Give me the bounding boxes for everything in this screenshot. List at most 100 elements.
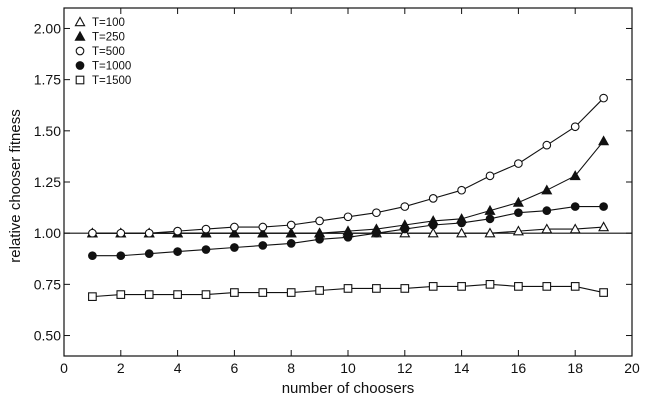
series-t-1500: [88, 280, 608, 301]
data-point: [569, 170, 581, 181]
data-point: [258, 288, 268, 297]
data-point: [514, 208, 523, 218]
data-point: [542, 140, 552, 150]
legend-label: T=500: [92, 46, 125, 58]
data-point: [144, 228, 154, 238]
data-point: [343, 232, 353, 242]
data-point: [570, 282, 580, 291]
x-tick-label: 14: [454, 360, 470, 376]
data-point: [144, 290, 154, 299]
data-point: [484, 227, 496, 238]
y-tick-label: 2.00: [34, 20, 61, 36]
data-point: [315, 234, 324, 244]
data-point: [257, 227, 269, 238]
y-tick-label: 1.00: [34, 225, 61, 241]
data-point: [514, 282, 523, 291]
y-tick-label: 1.75: [34, 72, 61, 88]
data-point: [173, 290, 182, 299]
data-point: [116, 228, 126, 238]
data-point: [427, 227, 439, 238]
y-axis-title: relative chooser fitness: [7, 109, 24, 262]
x-tick-label: 16: [511, 360, 527, 376]
data-point: [372, 228, 381, 238]
data-point: [315, 216, 324, 226]
data-point: [230, 222, 239, 232]
x-tick-label: 10: [340, 360, 356, 376]
data-point: [230, 288, 239, 297]
data-point: [457, 282, 466, 291]
data-point: [372, 208, 381, 218]
data-point: [484, 204, 496, 215]
data-point: [485, 280, 495, 289]
data-point: [570, 122, 580, 132]
x-tick-label: 4: [174, 360, 182, 376]
data-point: [258, 241, 268, 250]
data-point: [88, 228, 97, 238]
plot-frame: [63, 7, 633, 357]
data-point: [315, 286, 324, 295]
data-point: [542, 282, 552, 291]
data-point: [400, 284, 410, 293]
data-point: [599, 288, 608, 297]
data-point: [201, 290, 211, 299]
series-t-500: [88, 93, 608, 238]
data-point: [116, 290, 126, 299]
data-point: [569, 223, 581, 234]
series-t-1000: [88, 202, 608, 261]
data-point: [599, 93, 608, 103]
x-tick-label: 18: [567, 360, 583, 376]
series-t-250: [86, 135, 610, 238]
data-point: [286, 239, 296, 248]
data-point: [514, 159, 523, 168]
data-point: [286, 288, 296, 297]
y-tick-label: 1.25: [34, 174, 61, 190]
data-point: [258, 222, 268, 232]
x-tick-label: 2: [117, 360, 125, 376]
legend-marker: [75, 75, 85, 85]
legend-label: T=100: [92, 17, 125, 29]
data-point: [457, 218, 466, 228]
data-point: [88, 292, 97, 301]
data-point: [541, 223, 553, 234]
data-point: [343, 284, 353, 293]
data-point: [173, 226, 182, 236]
data-point: [512, 225, 524, 236]
data-point: [372, 284, 381, 293]
x-axis-title: number of choosers: [282, 380, 415, 397]
legend-marker: [75, 46, 85, 56]
legend-marker: [74, 30, 86, 41]
y-tick-label: 0.50: [34, 328, 61, 344]
data-point: [285, 227, 297, 238]
legend-label: T=1500: [92, 75, 131, 87]
x-tick-label: 8: [287, 360, 295, 376]
x-tick-label: 20: [624, 360, 640, 376]
y-tick-label: 1.50: [34, 123, 61, 139]
data-point: [456, 227, 468, 238]
data-point: [428, 220, 438, 230]
data-point: [228, 227, 240, 238]
y-tick-label: 0.75: [34, 276, 61, 292]
data-point: [485, 214, 495, 224]
data-point: [144, 249, 154, 258]
data-point: [598, 135, 610, 146]
data-point: [428, 282, 438, 291]
legend-label: T=250: [92, 32, 125, 44]
data-point: [88, 251, 97, 261]
legend-marker: [75, 61, 85, 70]
data-point: [201, 245, 211, 254]
data-point: [400, 224, 410, 234]
legend-label: T=1000: [92, 61, 131, 73]
data-point: [457, 185, 466, 195]
x-tick-label: 0: [60, 360, 68, 376]
data-point: [570, 202, 580, 211]
data-point: [286, 220, 296, 230]
data-point: [428, 194, 438, 203]
legend-marker: [74, 16, 86, 27]
x-tick-label: 12: [397, 360, 413, 376]
data-point: [116, 251, 126, 261]
x-tick-label: 6: [231, 360, 239, 376]
data-point: [173, 247, 182, 256]
data-point: [343, 212, 353, 222]
data-point: [598, 221, 610, 232]
